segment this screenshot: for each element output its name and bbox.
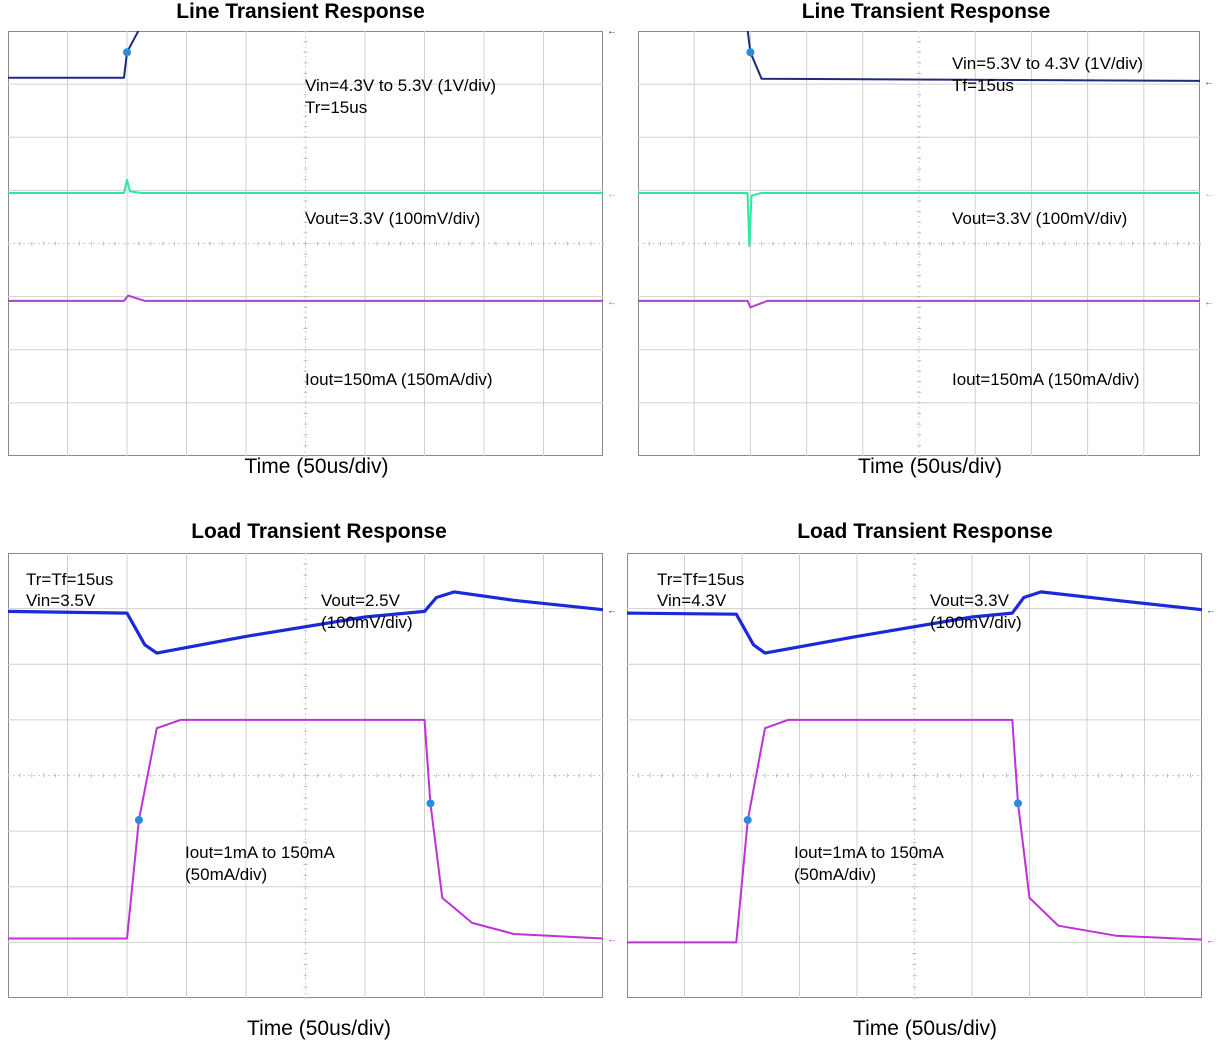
- annotation-label: (50mA/div): [185, 865, 267, 884]
- annotation-label: Tr=15us: [305, 98, 367, 117]
- annotation-label: (50mA/div): [794, 865, 876, 884]
- annotation-label: (100mV/div): [321, 613, 413, 632]
- channel-marker: ←: [607, 297, 617, 308]
- annotation-label: Vin=4.3V to 5.3V (1V/div): [305, 76, 496, 95]
- chart-panel-1: Line Transient Response ← ← ← Vin=4.3V to 5…: [8, 0, 617, 490]
- x-axis-label: Time (50us/div): [853, 1017, 997, 1040]
- annotation-label: (100mV/div): [930, 613, 1022, 632]
- series-trace-2: [8, 178, 603, 194]
- series-trace-2: [638, 192, 1200, 248]
- x-axis-label: Time (50us/div): [247, 1017, 391, 1040]
- scope-plot: ← ← ← Vin=5.3V to 4.3V (1V/div) Tf=15us Vout=…: [638, 31, 1214, 457]
- trigger-marker: [426, 799, 435, 808]
- chart-title: Line Transient Response: [176, 0, 425, 23]
- x-axis-label: Time (50us/div): [858, 455, 1002, 478]
- chart-panel-2: Line Transient Response ← ← ← Vin=5.3V to 4…: [638, 0, 1218, 490]
- annotation-label: Iout=1mA to 150mA: [794, 843, 944, 862]
- channel-marker: ←: [1204, 189, 1214, 200]
- annotation-label: Vout=3.3V (100mV/div): [305, 209, 480, 228]
- series-trace-2: [627, 718, 1203, 944]
- chart-title: Line Transient Response: [801, 0, 1051, 23]
- series-trace-2: [8, 718, 604, 940]
- channel-marker: ←: [1204, 297, 1214, 308]
- trigger-marker: [1014, 799, 1022, 808]
- series-trace-3: [8, 294, 603, 302]
- annotation-label: Vin=5.3V to 4.3V (1V/div): [952, 54, 1143, 73]
- chart-panel-3: Load Transient Response ← ← Tr=Tf=15us Vin=…: [8, 520, 618, 1045]
- annotation-label: Iout=150mA (150mA/div): [305, 370, 493, 389]
- annotation-label: Iout=1mA to 150mA: [185, 843, 335, 862]
- trigger-marker: [123, 48, 131, 57]
- annotation-label: Vout=3.3V (100mV/div): [952, 209, 1127, 228]
- annotation-label: Tr=Tf=15us: [26, 570, 113, 589]
- series-trace-3: [638, 299, 1200, 309]
- chart-title: Load Transient Response: [191, 520, 447, 543]
- annotation-label: Vout=2.5V: [321, 591, 401, 610]
- annotation-label: Vin=3.5V: [26, 591, 96, 610]
- channel-marker: ←: [1206, 936, 1216, 947]
- annotation-label: Tr=Tf=15us: [657, 570, 744, 589]
- trigger-marker: [134, 816, 143, 824]
- series-trace-1: [627, 590, 1203, 655]
- scope-plot: ← ← Tr=Tf=15us Vin=4.3V Vout=3.3V (100mV/div)…: [627, 553, 1216, 999]
- channel-marker: ←: [607, 606, 617, 617]
- scope-plot: ← ← ← Vin=4.3V to 5.3V (1V/div) Tr=15us Vout=…: [8, 31, 617, 457]
- chart-title: Load Transient Response: [797, 520, 1053, 543]
- channel-marker: ←: [1206, 606, 1216, 617]
- annotation-label: Vin=4.3V: [657, 591, 727, 610]
- x-axis-label: Time (50us/div): [244, 455, 389, 478]
- scope-plot: ← ← Tr=Tf=15us Vin=3.5V Vout=2.5V (100mV/div)…: [8, 553, 617, 999]
- trigger-marker: [743, 816, 752, 824]
- channel-marker: ←: [607, 31, 617, 37]
- series-trace-1: [8, 590, 604, 655]
- annotation-label: Iout=150mA (150mA/div): [952, 370, 1140, 389]
- annotation-label: Tf=15us: [952, 76, 1014, 95]
- annotation-label: Vout=3.3V: [930, 591, 1010, 610]
- chart-panel-4: Load Transient Response ← ← Tr=Tf=15us Vin=…: [627, 520, 1223, 1045]
- channel-marker: ←: [1204, 77, 1214, 88]
- trigger-marker: [746, 48, 755, 57]
- channel-marker: ←: [607, 189, 617, 200]
- channel-marker: ←: [607, 934, 617, 945]
